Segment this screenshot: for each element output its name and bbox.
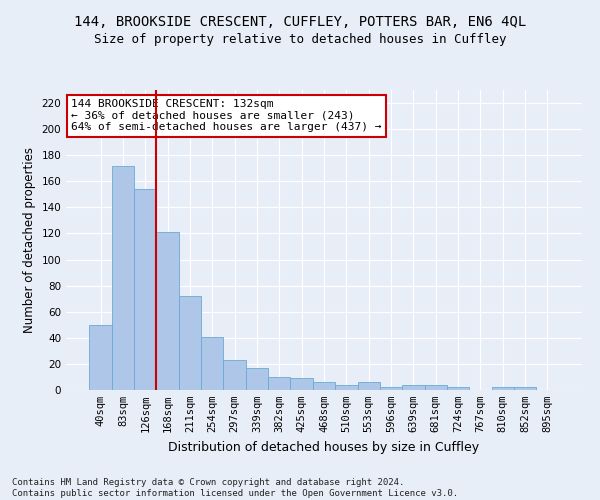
Bar	[447, 388, 469, 390]
Y-axis label: Number of detached properties: Number of detached properties	[23, 147, 36, 333]
Bar	[89, 325, 112, 390]
Bar	[112, 166, 134, 390]
Text: 144 BROOKSIDE CRESCENT: 132sqm
← 36% of detached houses are smaller (243)
64% of: 144 BROOKSIDE CRESCENT: 132sqm ← 36% of …	[71, 99, 382, 132]
Bar	[402, 385, 425, 390]
Bar	[290, 378, 313, 390]
Bar	[491, 388, 514, 390]
Bar	[358, 382, 380, 390]
Bar	[134, 189, 157, 390]
Bar	[313, 382, 335, 390]
Bar	[179, 296, 201, 390]
Bar	[157, 232, 179, 390]
Bar	[268, 377, 290, 390]
Bar	[223, 360, 246, 390]
Bar	[380, 388, 402, 390]
Bar	[514, 388, 536, 390]
X-axis label: Distribution of detached houses by size in Cuffley: Distribution of detached houses by size …	[169, 440, 479, 454]
Bar	[246, 368, 268, 390]
Text: Size of property relative to detached houses in Cuffley: Size of property relative to detached ho…	[94, 32, 506, 46]
Bar	[425, 385, 447, 390]
Text: 144, BROOKSIDE CRESCENT, CUFFLEY, POTTERS BAR, EN6 4QL: 144, BROOKSIDE CRESCENT, CUFFLEY, POTTER…	[74, 15, 526, 29]
Text: Contains HM Land Registry data © Crown copyright and database right 2024.
Contai: Contains HM Land Registry data © Crown c…	[12, 478, 458, 498]
Bar	[201, 336, 223, 390]
Bar	[335, 385, 358, 390]
